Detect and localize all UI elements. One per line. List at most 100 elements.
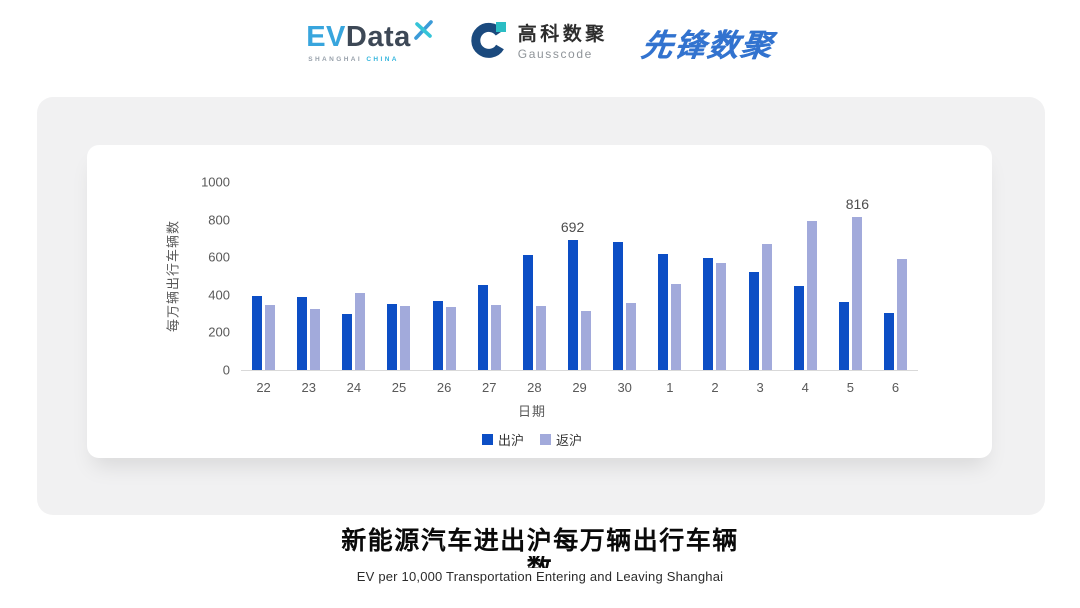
x-axis-title: 日期 [517,404,546,419]
evdata-china-text: CHINA [366,55,399,63]
x-tick-label: 24 [346,380,362,395]
x-tick-label: 6 [891,380,900,395]
bar-出沪-29[interactable] [568,239,579,370]
bar-出沪-3[interactable] [748,271,759,370]
bar-value-label: 692 [560,218,585,235]
evdata-shanghai-text: SHANGHAI [308,55,363,63]
bar-返沪-5[interactable] [851,216,862,370]
bar-出沪-23[interactable] [297,297,308,370]
bar-出沪-27[interactable] [477,285,488,370]
x-tick-label: 2 [711,380,719,395]
bar-返沪-4[interactable] [806,221,817,370]
x-tick-label: 5 [846,380,855,395]
bar-返沪-6[interactable] [897,259,908,370]
x-tick-label: 1 [666,380,674,395]
bar-group-28 [512,182,557,370]
bar-group-2 [692,182,737,370]
bar-group-5: 816 [828,182,873,370]
plot-area: 692 816 [241,182,918,371]
bar-group-22 [241,182,286,370]
y-tick-label: 1000 [201,174,230,190]
evdata-subtext: SHANGHAI CHINA [308,56,399,63]
gausscode-en-text: Gausscode [517,46,593,61]
gausscode-cn-text: 高科数聚 [517,24,608,46]
bar-value-label: 816 [845,195,870,212]
legend: 出沪 返沪 [87,430,977,449]
bar-返沪-1[interactable] [671,284,682,370]
bar-返沪-26[interactable] [445,307,456,370]
evdata-logo: EV Data SHANGHAI CHINA [306,19,435,63]
footer-title-block: 新能源汽车进出沪每万辆出行车辆 数 EV per 10,000 Transpor… [0,527,1080,584]
legend-label: 出沪 [497,433,524,448]
x-tick-label: 3 [756,380,764,395]
chart-title-cn-overflow: 数 [0,556,1080,568]
x-axis-ticks: 22 23 24 25 26 27 28 29 30 1 2 3 4 5 6 [241,380,918,395]
x-tick-label: 27 [482,380,497,395]
x-tick-label: 30 [617,380,632,395]
chart-panel: 每万辆出行车辆数 0 200 400 600 800 1000 692 816 22 23 24… [37,97,1045,515]
y-tick-label: 600 [208,249,230,265]
bar-返沪-23[interactable] [310,309,321,370]
bar-group-25 [376,182,421,370]
bar-返沪-24[interactable] [355,293,366,370]
bar-出沪-24[interactable] [342,313,353,370]
gausscode-logo: 高科数聚 Gausscode [469,20,608,65]
y-tick-label: 800 [208,212,230,228]
bar-返沪-2[interactable] [716,262,727,370]
bar-返沪-28[interactable] [535,306,546,370]
bar-出沪-26[interactable] [432,301,443,370]
evdata-data-text: Data [345,20,411,53]
y-tick-label: 200 [208,324,230,340]
bar-group-24 [331,182,376,370]
bar-返沪-29[interactable] [581,311,592,370]
y-tick-label: 400 [208,287,230,303]
bar-group-29: 692 [557,182,602,370]
bar-出沪-28[interactable] [522,254,533,370]
x-tick-label: 4 [801,380,809,395]
bar-group-3 [738,182,783,370]
y-axis-ticks: 0 200 400 600 800 1000 [142,176,230,377]
x-tick-label: 29 [572,380,587,395]
legend-item-返沪[interactable]: 返沪 [540,430,582,449]
x-sparkle-icon [413,19,435,45]
x-tick-label: 22 [256,380,271,395]
bar-出沪-25[interactable] [387,304,398,370]
bar-group-23 [286,182,331,370]
bar-返沪-30[interactable] [626,302,637,370]
bar-返沪-22[interactable] [265,305,276,370]
legend-label: 返沪 [556,433,583,448]
chart-subtitle-en: EV per 10,000 Transportation Entering an… [356,568,724,584]
bar-出沪-5[interactable] [838,301,849,370]
evdata-wordmark: EV Data [306,19,435,53]
evdata-ev-text: EV [306,20,346,53]
xianfeng-logo: 先锋数聚 [638,28,776,63]
bar-group-30 [602,182,647,370]
bar-group-26 [422,182,467,370]
legend-swatch [481,434,493,445]
bar-出沪-30[interactable] [613,241,624,370]
bar-group-1 [647,182,692,370]
bar-group-27 [467,182,512,370]
bar-group-4 [783,182,828,370]
gausscode-text: 高科数聚 Gausscode [518,24,608,61]
legend-swatch [540,434,551,445]
bar-出沪-1[interactable] [658,253,669,370]
x-tick-label: 28 [527,380,542,395]
bar-出沪-22[interactable] [252,295,263,370]
bar-出沪-4[interactable] [793,286,804,370]
bar-出沪-6[interactable] [884,313,895,370]
chart-title-cn: 新能源汽车进出沪每万辆出行车辆 [341,527,739,555]
x-tick-label: 25 [391,380,407,395]
bar-返沪-3[interactable] [761,244,772,370]
bar-返沪-25[interactable] [400,305,411,370]
x-tick-label: 23 [301,380,316,395]
header-logos: EV Data SHANGHAI CHINA [0,19,1080,65]
y-tick-label: 0 [222,362,230,378]
g-ring-icon [469,20,509,65]
bar-group-6 [873,182,918,370]
bar-出沪-2[interactable] [703,258,714,370]
chart-card: 每万辆出行车辆数 0 200 400 600 800 1000 692 816 22 23 24… [87,145,992,458]
bar-返沪-27[interactable] [490,304,501,370]
legend-item-出沪[interactable]: 出沪 [481,430,524,449]
